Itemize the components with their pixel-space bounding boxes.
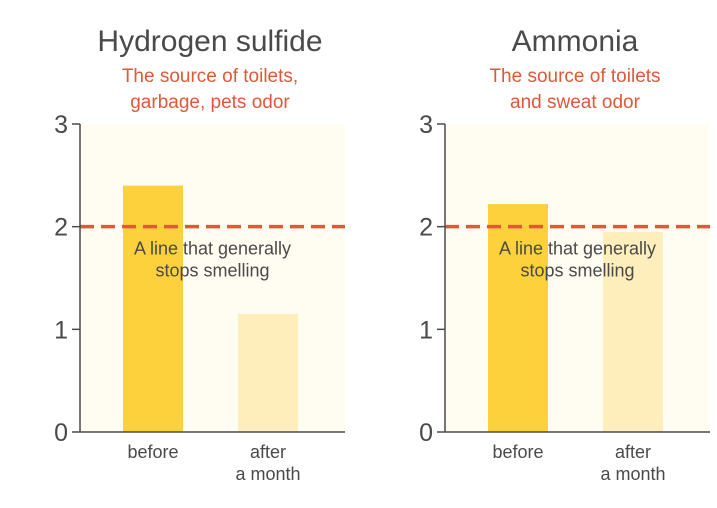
chart-title: Hydrogen sulfide xyxy=(97,25,322,58)
y-tick-label: 0 xyxy=(419,419,433,447)
threshold-label: stops smelling xyxy=(155,261,269,281)
bar xyxy=(238,313,298,432)
bar xyxy=(488,204,548,432)
chart-title: Ammonia xyxy=(512,25,639,58)
x-category-label: after xyxy=(615,442,651,462)
chart-subtitle: and sweat odor xyxy=(510,92,641,113)
y-tick-label: 2 xyxy=(54,214,68,242)
y-tick-label: 1 xyxy=(54,316,68,344)
threshold-label: A line that generally xyxy=(134,239,291,259)
threshold-label: stops smelling xyxy=(520,261,634,281)
y-tick-label: 2 xyxy=(419,214,433,242)
y-tick-label: 3 xyxy=(54,111,68,139)
chart-subtitle: garbage, pets odor xyxy=(130,92,290,113)
chart-subtitle: The source of toilets, xyxy=(122,66,298,87)
y-tick-label: 0 xyxy=(54,419,68,447)
threshold-label: A line that generally xyxy=(499,239,656,259)
y-tick-label: 3 xyxy=(419,111,433,139)
x-category-label: before xyxy=(492,442,543,462)
x-category-label: before xyxy=(127,442,178,462)
chart-subtitle: The source of toilets xyxy=(489,66,660,87)
bar xyxy=(603,231,663,432)
x-category-label: a month xyxy=(235,464,300,484)
y-tick-label: 1 xyxy=(419,316,433,344)
x-category-label: after xyxy=(250,442,286,462)
bar xyxy=(123,185,183,432)
x-category-label: a month xyxy=(600,464,665,484)
